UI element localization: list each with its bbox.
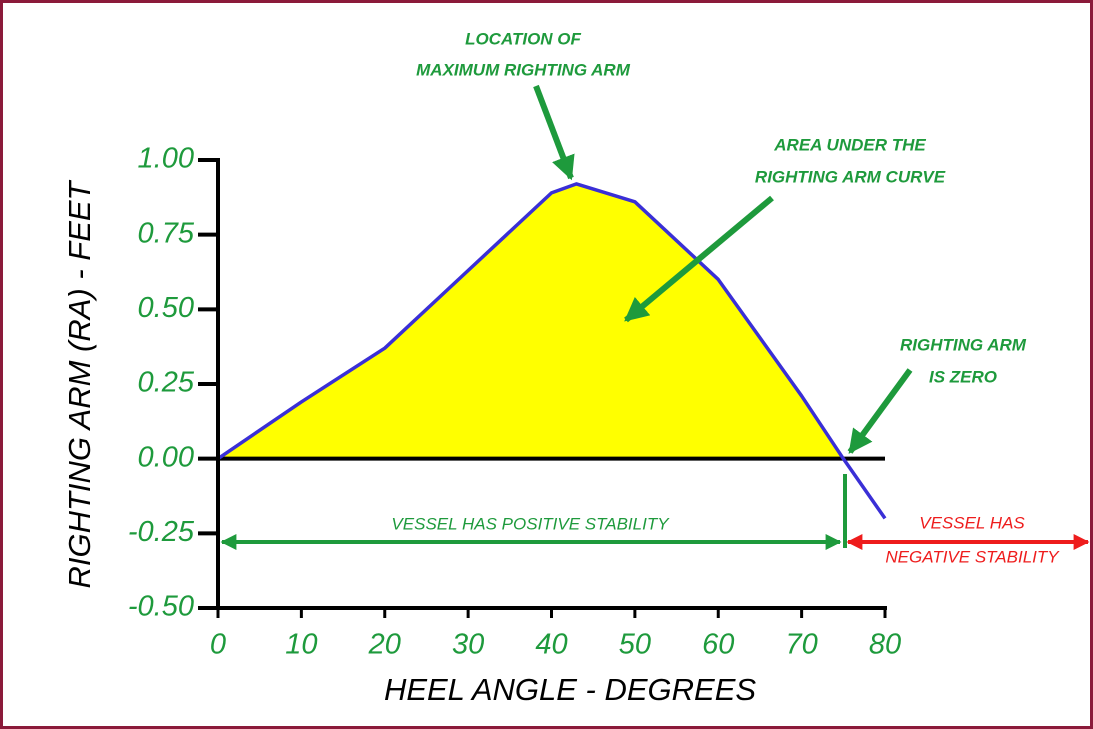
- annotation-line: RIGHTING ARM: [900, 335, 1027, 354]
- x-tick-label: 20: [368, 629, 401, 661]
- x-tick-label: 50: [619, 629, 651, 661]
- arrow: [847, 368, 913, 454]
- annotation-line: IS ZERO: [929, 367, 997, 386]
- y-tick-label: 0.50: [138, 292, 194, 324]
- arrow: [624, 195, 774, 323]
- plot: 1.00 0.75 0.50 0.25 0.00 -0.25 -0.50 0 10 20 30 40 5…: [128, 143, 901, 661]
- x-tick-label: 40: [535, 629, 567, 661]
- y-tick-label: -0.25: [128, 516, 195, 548]
- x-tick-label: 60: [702, 629, 734, 661]
- y-tick-label: 0.25: [138, 367, 195, 399]
- annotation: LOCATION OF MAXIMUM RIGHTING ARM AREA UN…: [220, 29, 1090, 566]
- y-tick-label: 1.00: [138, 143, 194, 175]
- annotation-line: MAXIMUM RIGHTING ARM: [416, 60, 631, 79]
- annotation-line: VESSEL HAS: [919, 513, 1025, 532]
- y-tick-label: 0.75: [138, 217, 195, 249]
- annotation-line: LOCATION OF: [465, 29, 581, 48]
- x-tick-label: 0: [210, 629, 226, 661]
- y-tick-label: -0.50: [128, 591, 194, 623]
- y-axis-title: RIGHTING ARM (RA) - FEET: [62, 179, 97, 588]
- x-tick-label: 80: [869, 629, 901, 661]
- annotation-line: VESSEL HAS POSITIVE STABILITY: [391, 514, 670, 533]
- x-axis-title: HEEL ANGLE - DEGREES: [384, 672, 756, 707]
- x-tick-label: 70: [785, 629, 817, 661]
- x-tick-label: 10: [285, 629, 317, 661]
- y-tick-label: 0.00: [138, 441, 194, 473]
- annotation-line: AREA UNDER THE: [773, 135, 926, 154]
- annotation-line: NEGATIVE STABILITY: [885, 547, 1060, 566]
- annotation-line: RIGHTING ARM CURVE: [755, 167, 946, 186]
- x-tick-label: 30: [452, 629, 484, 661]
- arrow: [533, 84, 575, 181]
- line: [217, 182, 887, 520]
